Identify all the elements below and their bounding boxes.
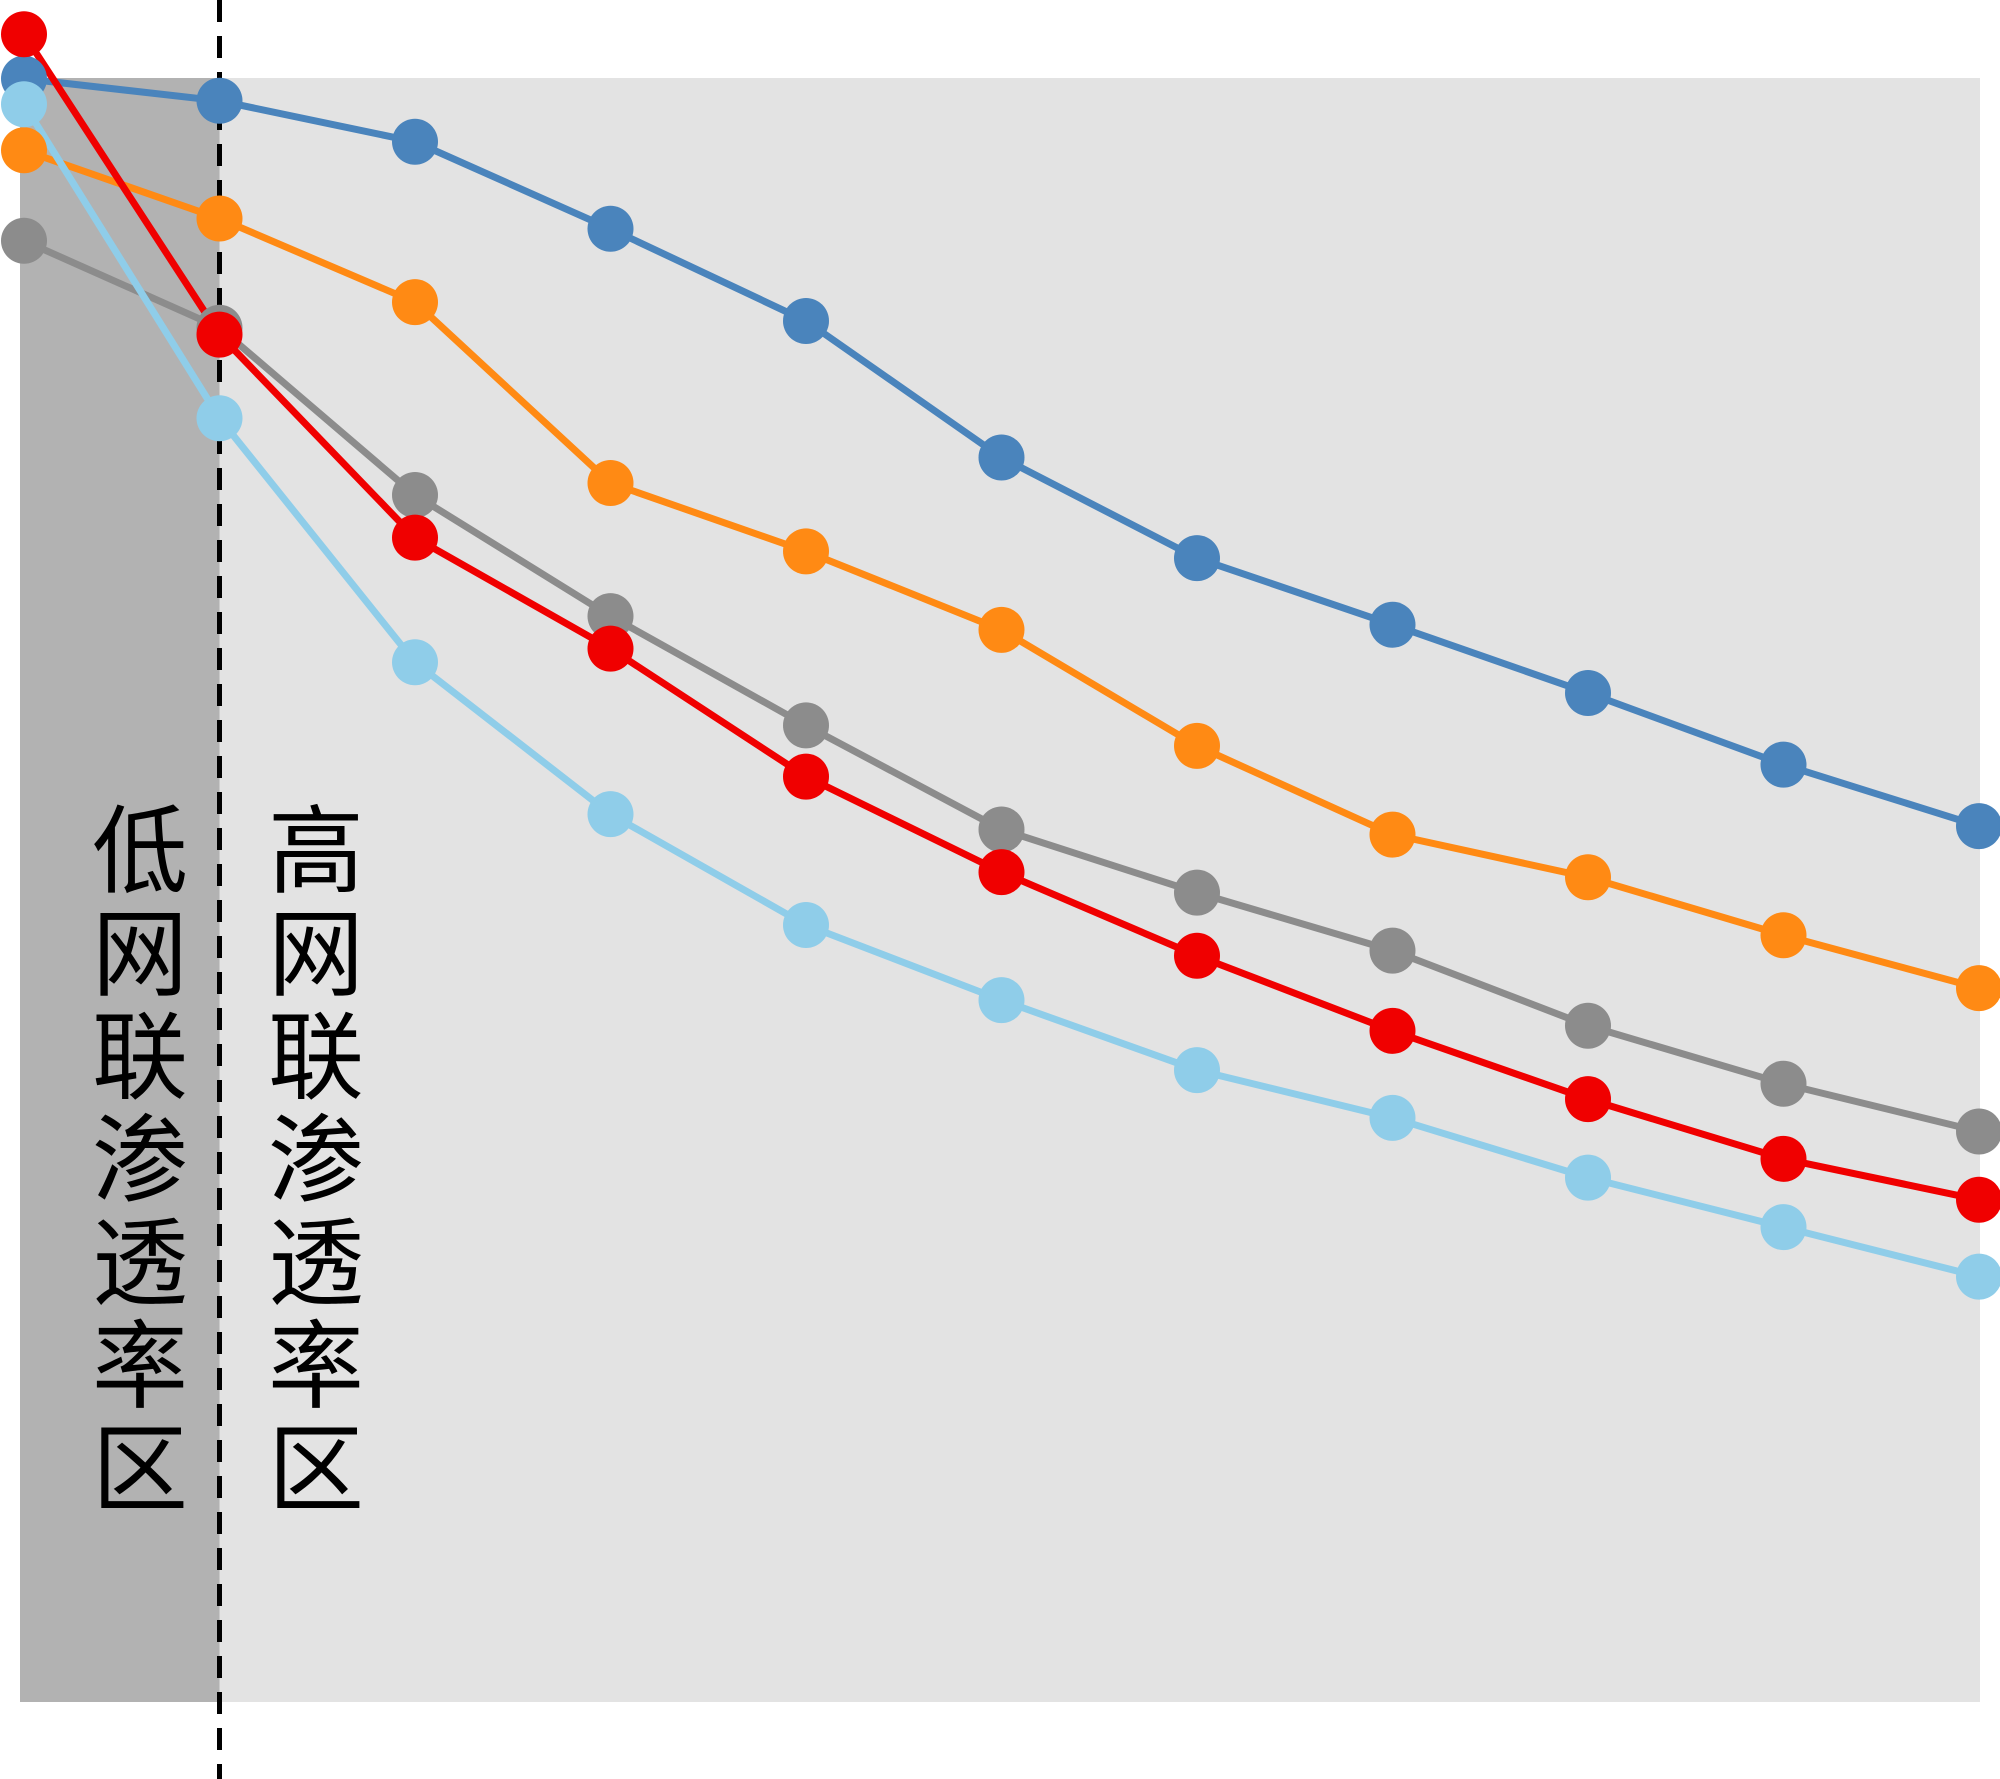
series-4-point-5 bbox=[978, 977, 1025, 1024]
series-4-point-4 bbox=[783, 902, 829, 949]
series-3-point-1 bbox=[196, 311, 243, 358]
series-2-point-10 bbox=[1956, 1108, 2000, 1155]
series-0-point-6 bbox=[1174, 535, 1220, 582]
series-2-point-4 bbox=[783, 702, 829, 749]
series-3-point-2 bbox=[392, 514, 438, 561]
series-0-point-2 bbox=[392, 118, 438, 165]
series-3-point-8 bbox=[1565, 1076, 1611, 1123]
series-2-point-0 bbox=[1, 217, 47, 264]
series-2-point-6 bbox=[1174, 869, 1220, 916]
zone-label-low-penetration: 低网联渗透率区 bbox=[92, 796, 188, 1526]
series-2-point-7 bbox=[1369, 927, 1416, 974]
series-0-point-8 bbox=[1565, 669, 1611, 716]
series-points-layer bbox=[1, 11, 2000, 1300]
series-2-point-9 bbox=[1760, 1060, 1807, 1107]
series-0-point-10 bbox=[1956, 803, 2000, 850]
series-3-point-6 bbox=[1174, 932, 1220, 979]
series-3-point-9 bbox=[1760, 1135, 1807, 1182]
series-2-point-8 bbox=[1565, 1002, 1611, 1049]
zone-background-1 bbox=[219, 78, 1980, 1702]
series-0-point-7 bbox=[1369, 601, 1416, 648]
series-1-point-2 bbox=[392, 279, 438, 326]
series-4-point-9 bbox=[1760, 1204, 1807, 1251]
series-4-point-8 bbox=[1565, 1154, 1611, 1201]
series-0-point-9 bbox=[1760, 741, 1807, 788]
series-3-point-3 bbox=[587, 625, 634, 672]
series-3-point-10 bbox=[1956, 1176, 2000, 1223]
series-1-point-3 bbox=[587, 460, 634, 507]
series-4-point-2 bbox=[392, 639, 438, 686]
zone-label-high-penetration: 高网联渗透率区 bbox=[268, 796, 364, 1526]
series-2-point-3 bbox=[587, 593, 634, 640]
series-0-point-3 bbox=[587, 205, 634, 252]
zone-labels-layer: 低网联渗透率区 高网联渗透率区 bbox=[92, 796, 364, 1526]
series-0-point-5 bbox=[978, 434, 1025, 481]
series-3-point-5 bbox=[978, 849, 1025, 896]
series-0-point-1 bbox=[196, 77, 243, 124]
series-1-point-4 bbox=[783, 528, 829, 575]
series-1-point-5 bbox=[978, 606, 1025, 653]
series-1-point-10 bbox=[1956, 965, 2000, 1012]
series-2-point-5 bbox=[978, 806, 1025, 853]
series-4-point-3 bbox=[587, 791, 634, 838]
series-1-point-1 bbox=[196, 195, 243, 242]
zone-background-0 bbox=[20, 78, 220, 1702]
series-4-point-6 bbox=[1174, 1047, 1220, 1094]
series-3-point-4 bbox=[783, 753, 829, 800]
series-1-point-6 bbox=[1174, 722, 1220, 769]
series-4-point-0 bbox=[1, 81, 47, 128]
series-1-point-9 bbox=[1760, 912, 1807, 959]
series-3-point-7 bbox=[1369, 1007, 1416, 1054]
series-4-point-1 bbox=[196, 395, 243, 442]
series-1-point-8 bbox=[1565, 854, 1611, 901]
series-2-point-2 bbox=[392, 472, 438, 519]
series-0-point-4 bbox=[783, 297, 829, 344]
series-1-point-7 bbox=[1369, 811, 1416, 858]
series-4-point-7 bbox=[1369, 1094, 1416, 1141]
zones-layer bbox=[20, 78, 1980, 1702]
series-1-point-0 bbox=[1, 127, 47, 174]
series-3-point-0 bbox=[1, 11, 47, 58]
series-4-point-10 bbox=[1956, 1253, 2000, 1300]
